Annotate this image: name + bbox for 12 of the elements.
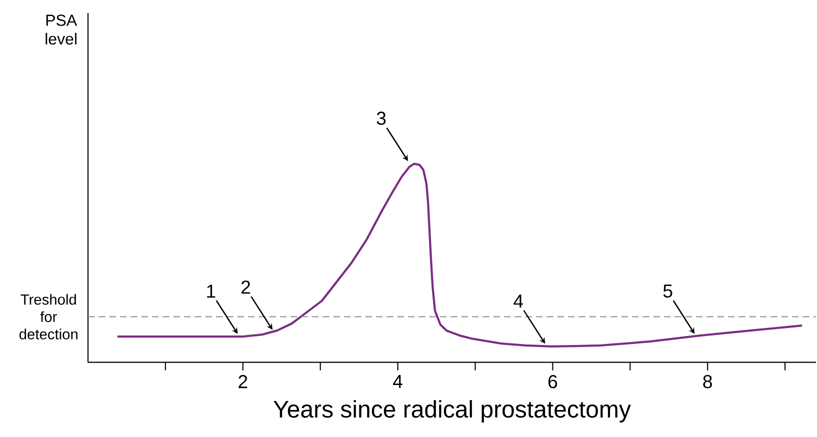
x-tick-label: 4: [393, 375, 402, 388]
text: PSA level: [46, 14, 78, 45]
annotation: 5: [663, 284, 672, 298]
annotation: 2: [242, 280, 250, 294]
x-axis-title: Years since radical prostatectomy: [274, 400, 631, 422]
x-tick-label: 8: [703, 375, 712, 388]
annotation: 1: [207, 284, 216, 298]
annotation: 3: [376, 112, 386, 125]
x-tick-label: 2: [238, 375, 248, 388]
ref-line-label: Treshold for detection: [19, 294, 78, 340]
x-tick-label: 6: [548, 375, 558, 388]
annotation: 4: [514, 294, 523, 308]
